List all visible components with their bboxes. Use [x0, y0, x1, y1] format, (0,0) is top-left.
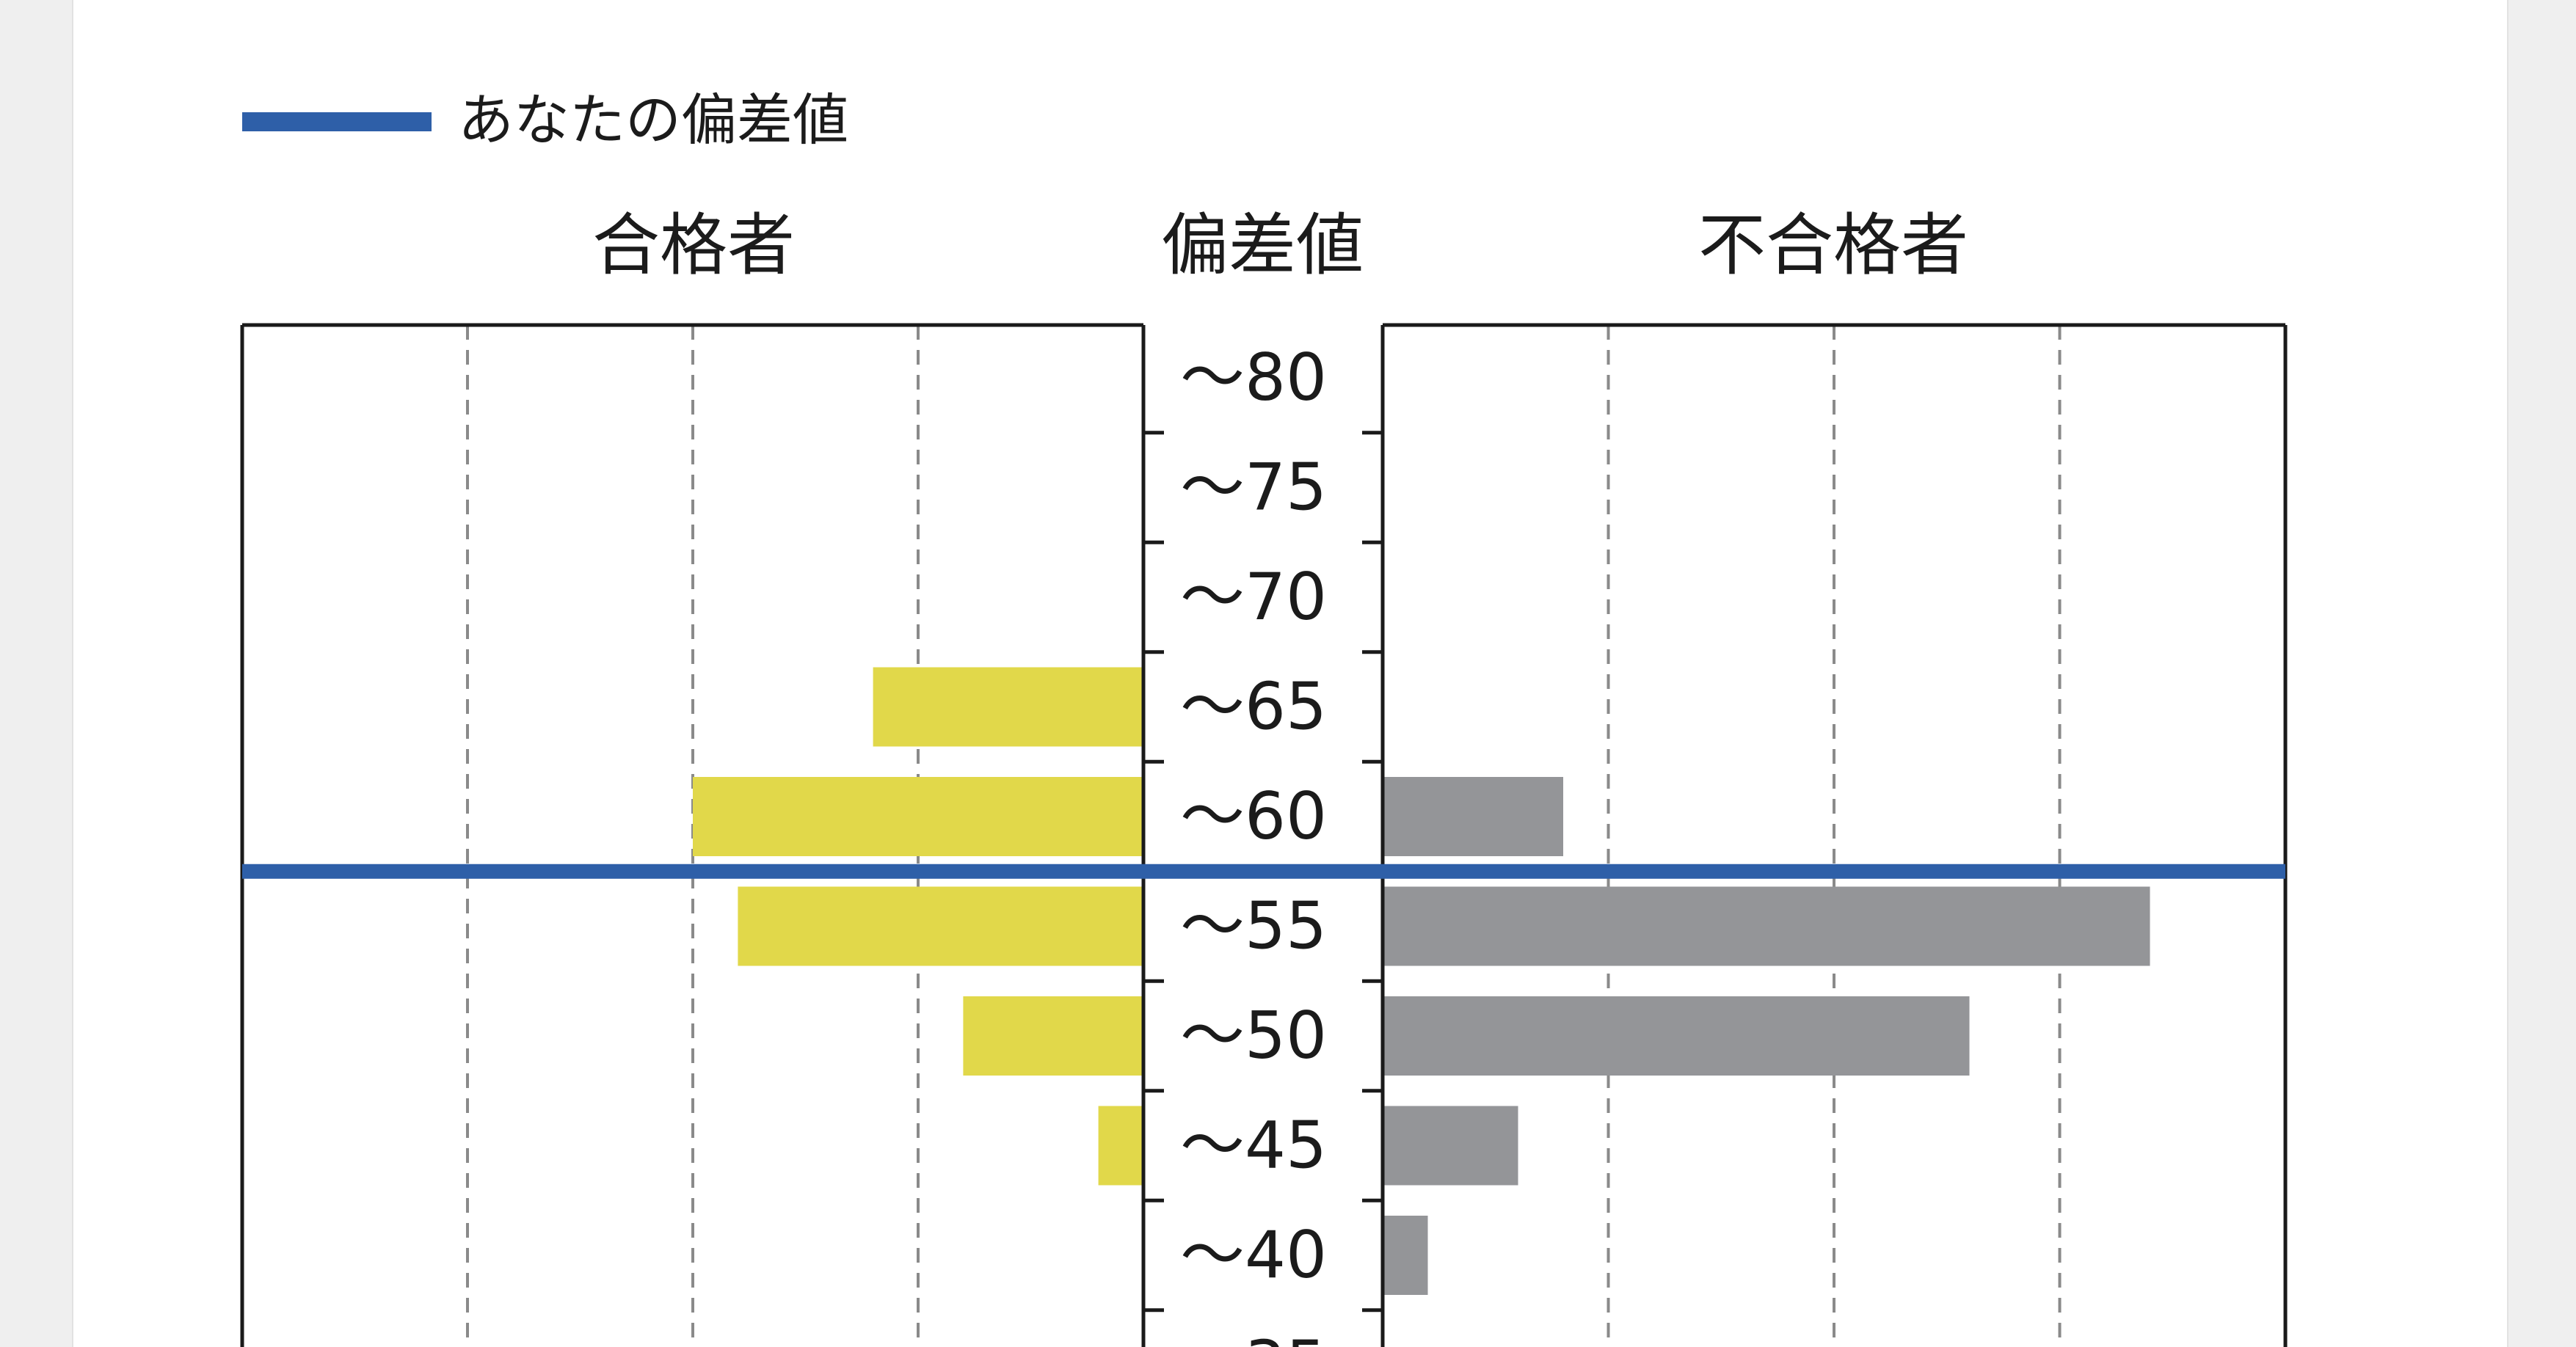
score-band-label: 〜80 [1180, 340, 1327, 415]
passed-bar [873, 667, 1143, 747]
category-labels: 〜80 〜75 〜70 〜65 〜60 〜55 〜50 〜45 〜40 〜35 [1180, 340, 1327, 1347]
legend: あなたの偏差値 [242, 87, 848, 153]
passed-bar [693, 777, 1143, 856]
passed-bar [738, 886, 1143, 966]
score-band-label: 〜60 [1180, 778, 1327, 854]
score-band-label: 〜45 [1180, 1108, 1327, 1183]
bars [693, 667, 2150, 1295]
passed-bar [1098, 1106, 1143, 1186]
failed-bar [1383, 996, 1970, 1076]
score-band-label: 〜50 [1180, 998, 1327, 1073]
failed-bar [1383, 777, 1563, 856]
score-header: 偏差値 [1161, 206, 1364, 285]
score-band-label: 〜35 [1180, 1327, 1327, 1347]
score-band-label: 〜75 [1180, 450, 1327, 525]
legend-label: あなたの偏差値 [458, 87, 848, 153]
failed-bar [1383, 1216, 1428, 1295]
score-band-label: 〜70 [1180, 559, 1327, 635]
score-band-label: 〜40 [1180, 1217, 1327, 1293]
passed-bar [963, 996, 1143, 1076]
failed-bar [1383, 1106, 1518, 1186]
chart-card [72, 0, 2508, 1347]
score-band-label: 〜55 [1180, 888, 1327, 964]
failed-bar [1383, 886, 2150, 966]
passed-header: 合格者 [592, 206, 795, 285]
failed-header: 不合格者 [1698, 206, 1968, 285]
score-band-label: 〜65 [1180, 669, 1327, 745]
